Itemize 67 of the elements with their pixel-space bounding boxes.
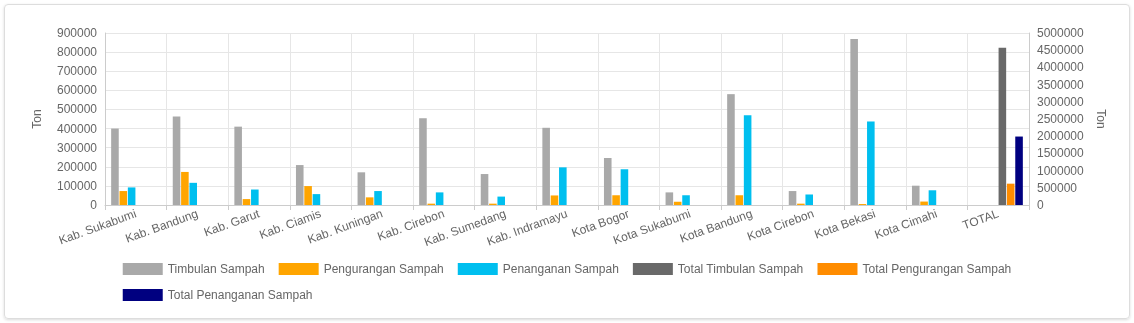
bar <box>612 195 620 205</box>
bar <box>727 94 735 205</box>
bar <box>480 174 489 205</box>
bar <box>242 199 251 205</box>
y2-tick-label: 1500000 <box>1037 146 1085 161</box>
y2-tick-label: 3500000 <box>1037 77 1085 92</box>
bar <box>743 115 752 205</box>
y-tick-label: 400000 <box>56 121 98 136</box>
bar <box>788 191 797 205</box>
bar <box>234 126 242 205</box>
bar <box>805 194 814 205</box>
bar <box>435 192 444 205</box>
bar <box>357 172 366 205</box>
bar <box>127 187 136 205</box>
bar <box>735 195 744 205</box>
bar <box>603 157 612 205</box>
bar <box>295 165 304 205</box>
bar <box>559 167 567 205</box>
bar <box>304 186 312 205</box>
bar <box>920 201 928 205</box>
bar <box>251 189 259 205</box>
y-tick-label: 600000 <box>56 83 98 98</box>
y-tick-label: 500000 <box>56 102 98 117</box>
y2-tick-label: 4500000 <box>1037 43 1085 58</box>
bar <box>542 127 550 205</box>
bar <box>181 171 189 205</box>
bar <box>550 195 559 205</box>
y2-tick-label: 1000000 <box>1037 163 1085 178</box>
bar <box>312 194 321 205</box>
y2-tick-label: 500000 <box>1037 180 1078 195</box>
bar <box>682 195 690 205</box>
bar <box>497 196 506 205</box>
y-tick-label: 900000 <box>56 26 98 40</box>
y-tick-label: 0 <box>90 198 98 212</box>
bar <box>928 190 937 205</box>
y2-tick-label: 5000000 <box>1037 26 1085 40</box>
y-axis-title: Ton <box>30 109 44 129</box>
y-tick-label: 800000 <box>56 45 98 60</box>
bar <box>119 191 128 205</box>
legend-label: Penanganan Sampah <box>502 262 619 276</box>
y-tick-label: 300000 <box>56 140 98 155</box>
bar <box>911 185 920 205</box>
legend-label: Timbulan Sampah <box>167 262 265 276</box>
legend-label: Total Pengurangan Sampah <box>862 262 1012 276</box>
bar <box>620 169 629 205</box>
y2-tick-label: 2500000 <box>1037 112 1085 126</box>
y-tick-label: 200000 <box>56 159 98 174</box>
y2-axis-title: Ton <box>1093 109 1108 129</box>
bar <box>172 116 181 205</box>
legend-label: Total Penanganan Sampah <box>167 288 313 302</box>
y2-tick-label: 4000000 <box>1037 60 1085 75</box>
y-tick-label: 100000 <box>56 178 98 193</box>
x-tick-label: TOTAL <box>960 206 1001 233</box>
bar <box>189 182 198 205</box>
bar <box>850 38 858 205</box>
bar <box>374 191 382 205</box>
y2-tick-label: 0 <box>1037 198 1044 212</box>
bar <box>665 192 674 205</box>
y-tick-label: 700000 <box>56 64 98 79</box>
legend-label: Total Timbulan Sampah <box>677 262 804 276</box>
bar <box>867 121 875 205</box>
y2-tick-label: 3000000 <box>1037 94 1085 109</box>
bar <box>419 118 427 205</box>
y2-tick-label: 2000000 <box>1037 129 1085 144</box>
bar <box>111 128 119 205</box>
bar <box>365 197 374 205</box>
legend-label: Pengurangan Sampah <box>323 262 444 276</box>
